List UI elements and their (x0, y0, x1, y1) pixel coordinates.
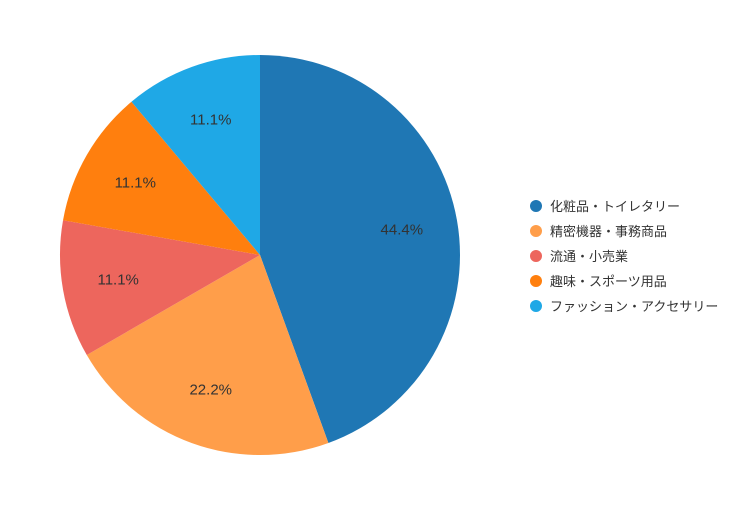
pie-chart-svg (0, 0, 520, 511)
legend-item: 精密機器・事務商品 (530, 221, 718, 240)
slice-label: 44.4% (381, 221, 424, 238)
slice-label: 11.1% (115, 175, 156, 192)
legend-item: 趣味・スポーツ用品 (530, 271, 718, 290)
legend-label: 趣味・スポーツ用品 (550, 271, 667, 290)
legend-item: 化粧品・トイレタリー (530, 196, 718, 215)
legend-swatch (530, 300, 542, 312)
legend-label: 精密機器・事務商品 (550, 221, 667, 240)
legend-label: ファッション・アクセサリー (550, 296, 718, 315)
slice-label: 11.1% (190, 111, 231, 128)
legend-swatch (530, 275, 542, 287)
legend-item: 流通・小売業 (530, 246, 718, 265)
slice-label: 22.2% (189, 382, 232, 399)
legend-item: ファッション・アクセサリー (530, 296, 718, 315)
legend-swatch (530, 250, 542, 262)
pie-chart-area: 44.4% 22.2% 11.1% 11.1% 11.1% (0, 0, 520, 511)
legend-swatch (530, 225, 542, 237)
legend-label: 流通・小売業 (550, 246, 628, 265)
legend-label: 化粧品・トイレタリー (550, 196, 680, 215)
legend-swatch (530, 200, 542, 212)
slice-label: 11.1% (97, 272, 138, 289)
legend: 化粧品・トイレタリー精密機器・事務商品流通・小売業趣味・スポーツ用品ファッション… (520, 196, 718, 315)
